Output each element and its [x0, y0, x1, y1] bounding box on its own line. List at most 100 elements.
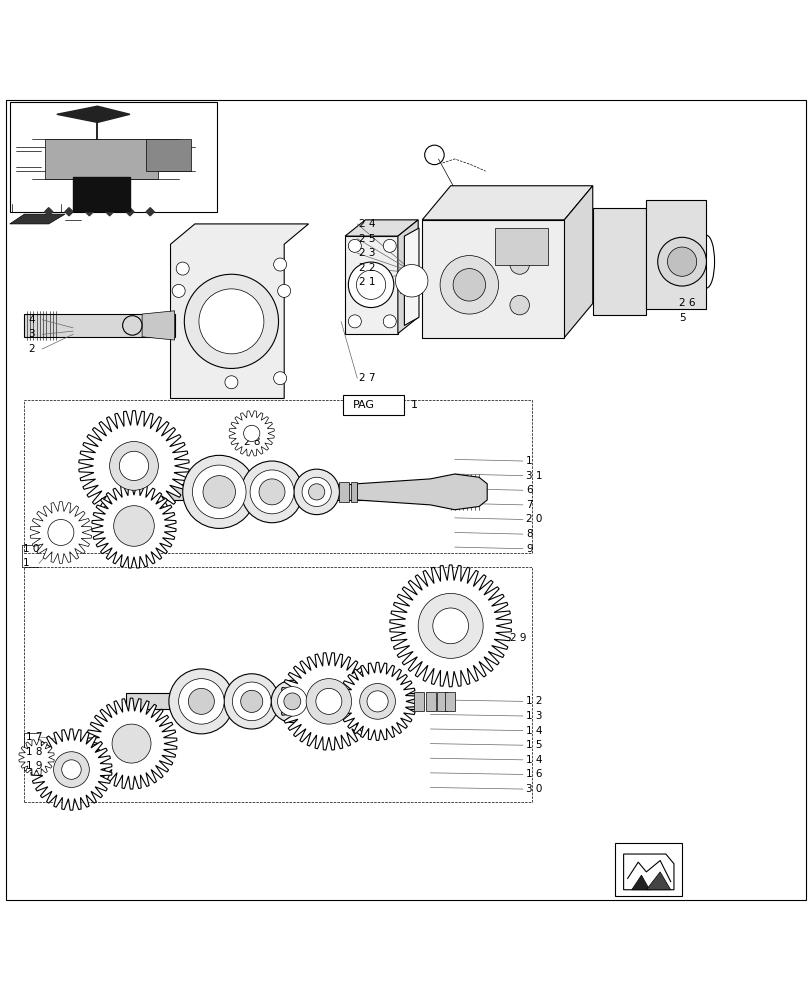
- Polygon shape: [404, 228, 418, 325]
- Bar: [422, 220, 564, 338]
- Text: 1: 1: [23, 558, 29, 568]
- Circle shape: [184, 274, 278, 368]
- Circle shape: [62, 760, 81, 779]
- Polygon shape: [646, 872, 670, 890]
- Bar: [444, 692, 454, 711]
- Polygon shape: [345, 236, 397, 334]
- Polygon shape: [92, 484, 176, 568]
- Circle shape: [225, 376, 238, 389]
- Circle shape: [203, 476, 235, 508]
- Text: 5: 5: [678, 313, 684, 323]
- Circle shape: [232, 682, 271, 721]
- Polygon shape: [280, 653, 377, 750]
- Polygon shape: [73, 177, 130, 211]
- Polygon shape: [631, 875, 649, 890]
- Text: 1 7: 1 7: [26, 732, 42, 742]
- Circle shape: [240, 690, 263, 712]
- Text: 8: 8: [526, 529, 532, 539]
- Circle shape: [182, 455, 255, 528]
- Circle shape: [48, 519, 74, 545]
- Circle shape: [176, 262, 189, 275]
- Text: 2 1: 2 1: [358, 277, 375, 287]
- Circle shape: [432, 608, 468, 644]
- Circle shape: [395, 265, 427, 297]
- Text: 2 4: 2 4: [358, 219, 375, 229]
- Circle shape: [277, 687, 307, 716]
- Bar: [126, 693, 422, 709]
- Circle shape: [348, 315, 361, 328]
- Text: 1: 1: [526, 456, 532, 466]
- Text: 1 5: 1 5: [526, 740, 542, 750]
- Bar: [24, 400, 531, 553]
- Bar: [426, 692, 436, 711]
- Text: 2 7: 2 7: [358, 373, 375, 383]
- Circle shape: [418, 593, 483, 658]
- Polygon shape: [397, 220, 418, 334]
- Polygon shape: [57, 106, 130, 122]
- Bar: [45, 139, 158, 179]
- Bar: [126, 484, 410, 500]
- Circle shape: [243, 425, 260, 442]
- Circle shape: [241, 461, 303, 523]
- Circle shape: [509, 255, 529, 274]
- Text: 2 0: 2 0: [526, 514, 542, 524]
- Text: 3 0: 3 0: [526, 784, 542, 794]
- Text: 3 1: 3 1: [526, 471, 542, 481]
- Text: 1 4: 1 4: [526, 755, 542, 765]
- Text: 2 3: 2 3: [358, 248, 375, 258]
- Polygon shape: [422, 186, 592, 220]
- Circle shape: [273, 372, 286, 385]
- Text: PAG: PAG: [352, 400, 375, 410]
- Circle shape: [348, 262, 393, 308]
- Text: 2 6: 2 6: [678, 298, 694, 308]
- Text: 1 2: 1 2: [526, 696, 542, 706]
- Bar: [350, 482, 357, 502]
- Circle shape: [359, 684, 395, 719]
- Bar: [339, 482, 349, 502]
- Polygon shape: [30, 502, 92, 563]
- Bar: [24, 314, 174, 337]
- Text: 9: 9: [526, 544, 532, 554]
- Polygon shape: [10, 214, 65, 224]
- Circle shape: [119, 451, 148, 481]
- Circle shape: [169, 669, 234, 734]
- Text: 1 9: 1 9: [26, 761, 42, 771]
- Circle shape: [294, 469, 339, 515]
- Circle shape: [109, 442, 158, 490]
- Polygon shape: [65, 208, 73, 216]
- Circle shape: [250, 470, 294, 514]
- Circle shape: [302, 477, 331, 506]
- Circle shape: [440, 256, 498, 314]
- Text: 1 8: 1 8: [26, 747, 42, 757]
- Circle shape: [284, 693, 300, 710]
- Text: 2: 2: [28, 344, 35, 354]
- Circle shape: [509, 295, 529, 315]
- Circle shape: [306, 679, 351, 724]
- Polygon shape: [345, 220, 418, 236]
- Polygon shape: [86, 698, 177, 789]
- Circle shape: [383, 239, 396, 252]
- Text: 6: 6: [526, 485, 532, 495]
- Circle shape: [271, 680, 313, 722]
- Polygon shape: [229, 411, 274, 456]
- Text: 1 3: 1 3: [526, 711, 542, 721]
- Text: 1 0: 1 0: [23, 544, 39, 554]
- Circle shape: [383, 315, 396, 328]
- Bar: [615, 843, 681, 896]
- Polygon shape: [31, 729, 112, 810]
- Text: 1: 1: [410, 400, 417, 410]
- Text: 1 4: 1 4: [526, 726, 542, 736]
- Polygon shape: [146, 208, 154, 216]
- Circle shape: [178, 679, 224, 724]
- Bar: [495, 228, 547, 265]
- Circle shape: [348, 239, 361, 252]
- Polygon shape: [170, 224, 308, 398]
- Bar: [146, 139, 191, 171]
- Polygon shape: [142, 311, 174, 340]
- Circle shape: [112, 724, 151, 763]
- Circle shape: [273, 258, 286, 271]
- Polygon shape: [564, 186, 592, 338]
- Text: 1 6: 1 6: [526, 769, 542, 779]
- Text: 2 8: 2 8: [243, 437, 260, 447]
- Polygon shape: [623, 854, 673, 890]
